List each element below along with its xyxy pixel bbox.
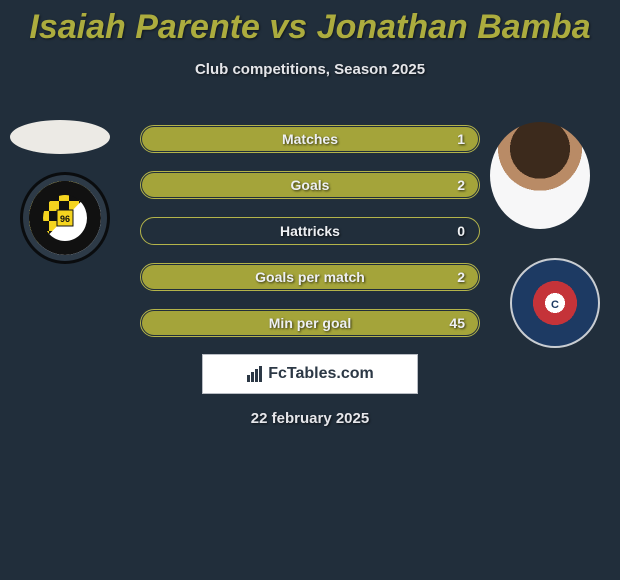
stat-label: Matches (141, 131, 479, 147)
page-title: Isaiah Parente vs Jonathan Bamba (0, 0, 620, 47)
date-line: 22 february 2025 (0, 410, 620, 427)
club-left-badge: 96 (20, 172, 110, 264)
club-right-badge-svg: C (512, 260, 598, 346)
player-left-avatar (10, 120, 110, 154)
stat-row: Goals per match2 (140, 263, 480, 291)
stat-value-right: 0 (457, 223, 465, 239)
stat-label: Goals per match (141, 269, 479, 285)
stat-label: Min per goal (141, 315, 479, 331)
club-right-badge: C (510, 258, 600, 348)
bars-icon (246, 365, 264, 383)
stat-label: Goals (141, 177, 479, 193)
svg-text:96: 96 (60, 214, 70, 224)
subtitle: Club competitions, Season 2025 (0, 61, 620, 78)
stats-container: Matches1Goals2Hattricks0Goals per match2… (140, 125, 480, 355)
stat-label: Hattricks (141, 223, 479, 239)
brand-box[interactable]: FcTables.com (202, 354, 418, 394)
club-left-center-icon: 96 (55, 208, 75, 228)
stat-value-right: 45 (449, 315, 465, 331)
stat-row: Hattricks0 (140, 217, 480, 245)
stat-row: Goals2 (140, 171, 480, 199)
stat-value-right: 1 (457, 131, 465, 147)
player-right-avatar (490, 122, 590, 229)
stat-value-right: 2 (457, 177, 465, 193)
stat-value-right: 2 (457, 269, 465, 285)
stat-row: Min per goal45 (140, 309, 480, 337)
brand-text: FcTables.com (268, 365, 374, 383)
stat-row: Matches1 (140, 125, 480, 153)
svg-text:C: C (551, 299, 559, 311)
